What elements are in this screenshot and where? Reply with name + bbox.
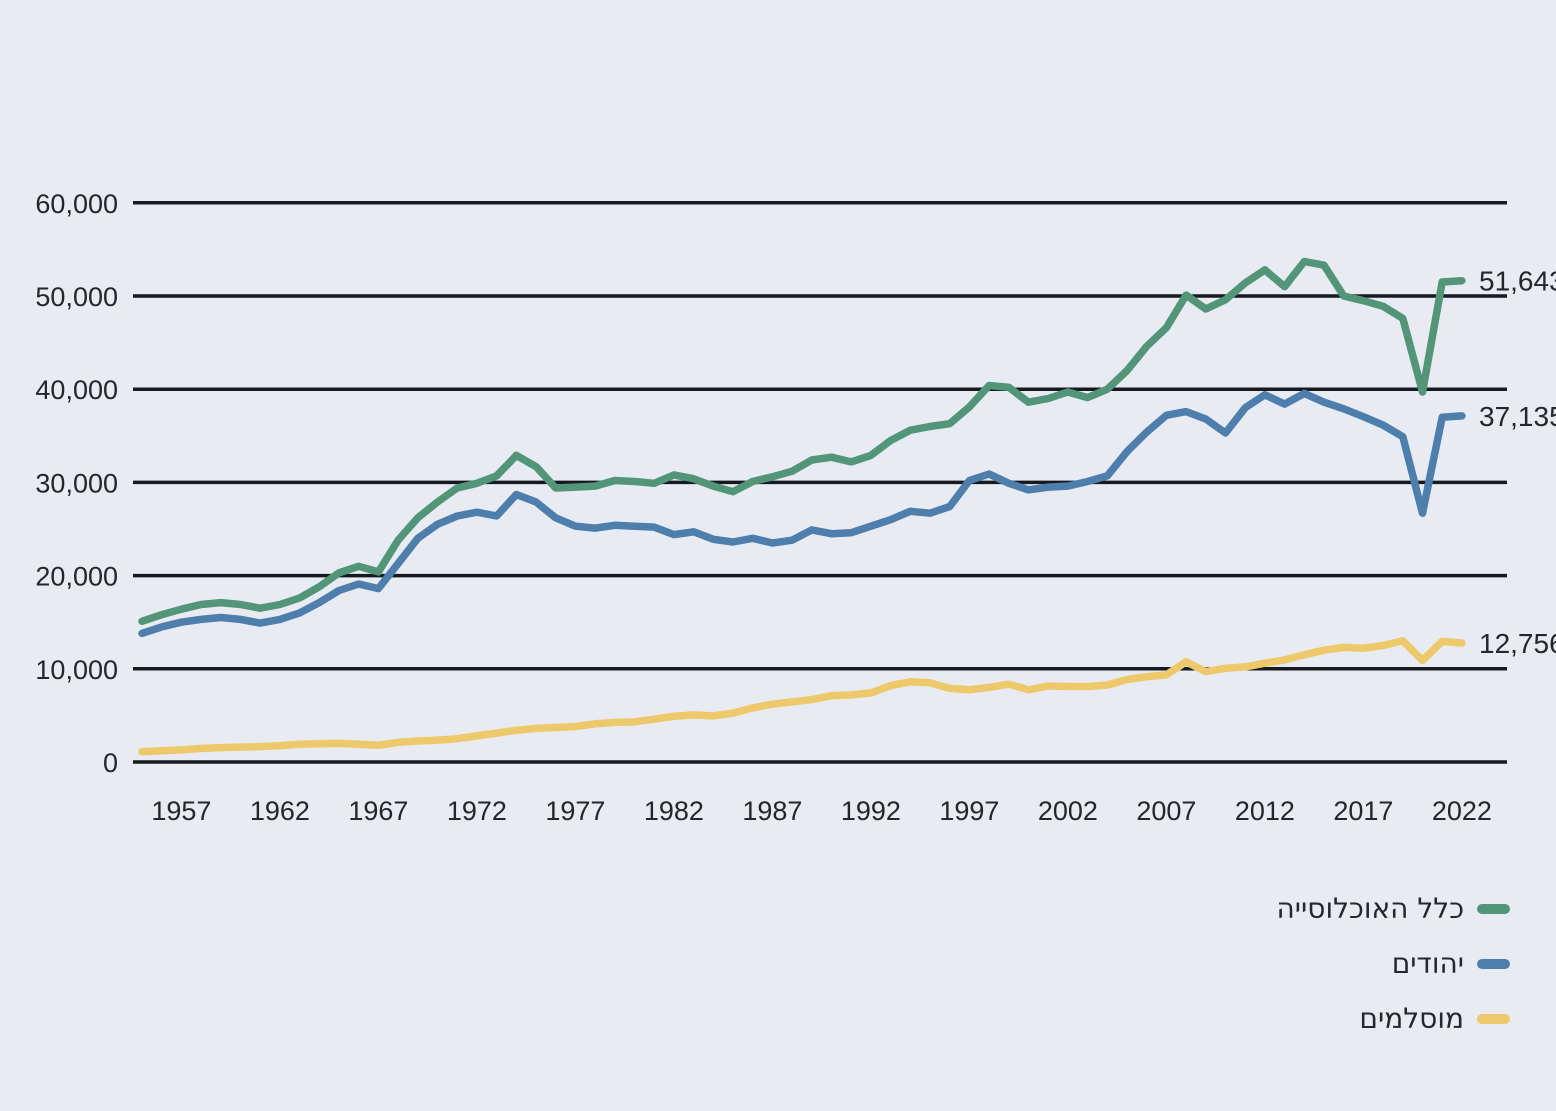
x-axis-tick-label: 1992 [841, 796, 901, 826]
x-axis-tick-label: 1967 [348, 796, 408, 826]
y-axis-tick-label: 50,000 [35, 282, 118, 312]
legend-swatch-total-population-icon [1477, 904, 1510, 915]
x-axis-tick-label: 2017 [1333, 796, 1393, 826]
x-axis-tick-label: 1982 [644, 796, 704, 826]
x-axis-tick-label: 1997 [939, 796, 999, 826]
end-value-label-total-population-line: 51,643 [1479, 266, 1556, 297]
total-population-line [138, 257, 1466, 626]
x-axis-tick-label: 1977 [545, 796, 605, 826]
legend-label-jews: יהודים [1391, 947, 1464, 981]
y-axis-tick-label: 40,000 [35, 375, 118, 405]
jews-line [138, 389, 1466, 638]
end-value-label-jews-line: 37,135 [1479, 401, 1556, 432]
y-axis-tick-label: 30,000 [35, 468, 118, 498]
y-axis-tick-label: 0 [103, 748, 118, 778]
legend-label-total-population: כלל האוכלוסייה [1276, 892, 1464, 925]
legend-item-jews: יהודים [1391, 947, 1510, 981]
y-axis-tick-label: 20,000 [35, 562, 118, 592]
x-axis-tick-label: 2007 [1136, 796, 1196, 826]
legend-swatch-muslims-icon [1477, 1014, 1510, 1025]
x-axis-tick-label: 2002 [1038, 796, 1098, 826]
x-axis-tick-label: 1987 [742, 796, 802, 826]
y-axis-tick-label: 10,000 [35, 655, 118, 685]
end-value-label-muslims-line: 12,756 [1479, 628, 1556, 659]
x-axis-tick-label: 2012 [1235, 796, 1295, 826]
x-axis-tick-label: 2022 [1432, 796, 1492, 826]
y-axis-tick-label: 60,000 [35, 189, 118, 219]
chart-legend: כלל האוכלוסייה יהודים מוסלמים [1276, 892, 1510, 1036]
legend-item-muslims: מוסלמים [1359, 1003, 1510, 1035]
legend-label-muslims: מוסלמים [1359, 1002, 1464, 1036]
legend-item-total-population: כלל האוכלוסייה [1276, 892, 1510, 925]
x-axis-tick-label: 1962 [250, 796, 310, 826]
x-axis-tick-label: 1972 [447, 796, 507, 826]
x-axis-tick-label: 1957 [151, 796, 211, 826]
legend-swatch-jews-icon [1477, 959, 1510, 970]
muslims-line [138, 637, 1466, 756]
